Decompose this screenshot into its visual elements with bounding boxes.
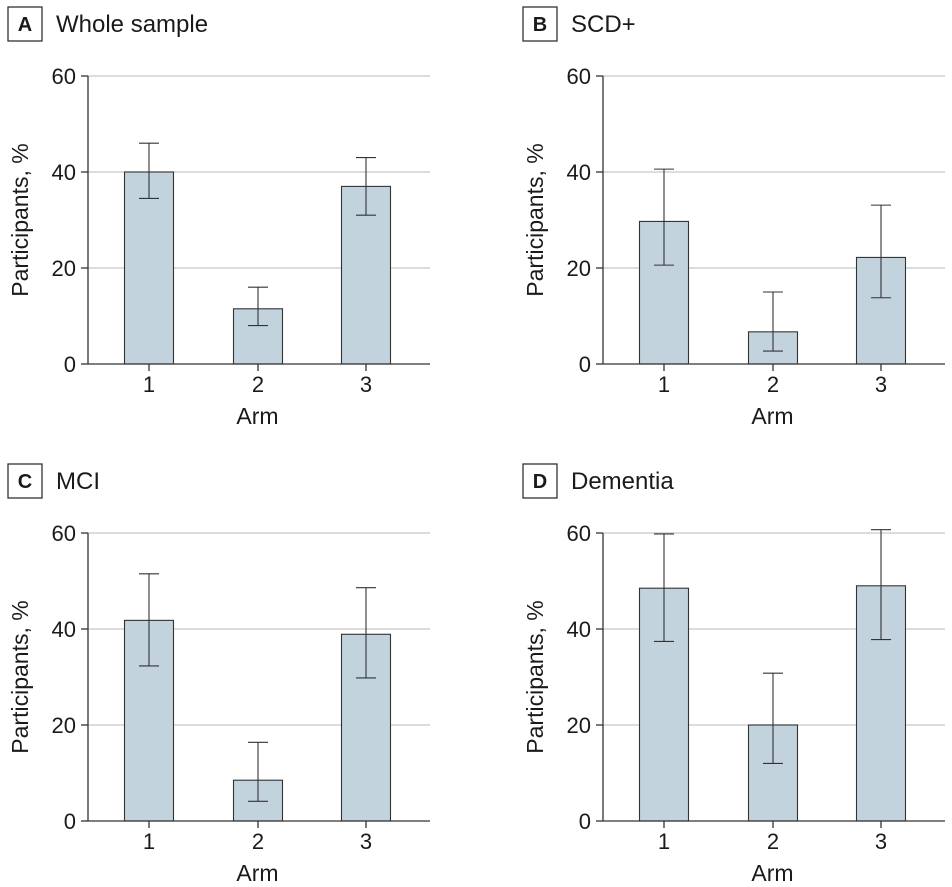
y-tick-label: 0 <box>579 352 591 377</box>
y-axis-label: Participants, % <box>7 600 33 753</box>
panel-letter-box <box>522 463 558 499</box>
x-axis-label: Arm <box>751 860 793 886</box>
x-axis-label: Arm <box>236 403 278 429</box>
x-tick-label: 3 <box>360 372 372 397</box>
panel-a: A Whole sample 0 20 40 60 1 2 3 Arm Participants, … <box>7 6 430 429</box>
bar <box>123 171 175 365</box>
y-tick-label: 0 <box>64 809 76 834</box>
x-tick-label: 1 <box>658 829 670 854</box>
x-tick-label: 2 <box>252 372 264 397</box>
y-tick-label: 60 <box>567 521 591 546</box>
y-tick-label: 40 <box>567 160 591 185</box>
y-tick-label: 20 <box>52 256 76 281</box>
panel-c: C MCI 0 20 40 60 1 2 3 Arm Participants, % <box>7 463 430 886</box>
panel-letter: A <box>18 14 32 36</box>
panel-b: B SCD+ 0 20 40 60 1 2 3 Arm Participants, % <box>522 6 945 429</box>
y-tick-label: 60 <box>52 64 76 89</box>
x-tick-label: 1 <box>143 829 155 854</box>
x-tick-label: 3 <box>875 829 887 854</box>
panel-letter: D <box>533 471 547 493</box>
panel-letter: B <box>533 14 547 36</box>
panel-letter-box <box>7 6 43 42</box>
x-axis-label: Arm <box>751 403 793 429</box>
panel-letter: C <box>18 471 32 493</box>
y-tick-label: 20 <box>567 713 591 738</box>
y-tick-label: 40 <box>52 617 76 642</box>
y-tick-label: 40 <box>52 160 76 185</box>
y-axis-label: Participants, % <box>522 143 548 296</box>
x-tick-label: 2 <box>252 829 264 854</box>
y-tick-label: 60 <box>52 521 76 546</box>
panel-letter-box <box>7 463 43 499</box>
panel-title: Dementia <box>571 468 674 495</box>
y-axis-label: Participants, % <box>7 143 33 296</box>
panel-letter-box <box>522 6 558 42</box>
y-tick-label: 20 <box>52 713 76 738</box>
y-tick-label: 60 <box>567 64 591 89</box>
x-tick-label: 3 <box>360 829 372 854</box>
x-axis-label: Arm <box>236 860 278 886</box>
panel-d: D Dementia 0 20 40 60 1 2 3 Arm Participants, % <box>522 463 945 886</box>
y-tick-label: 20 <box>567 256 591 281</box>
x-tick-label: 1 <box>658 372 670 397</box>
y-tick-label: 40 <box>567 617 591 642</box>
panel-title: Whole sample <box>56 11 208 38</box>
panel-title: SCD+ <box>571 11 636 38</box>
x-tick-label: 1 <box>143 372 155 397</box>
x-tick-label: 2 <box>767 829 779 854</box>
x-tick-label: 2 <box>767 372 779 397</box>
y-tick-label: 0 <box>64 352 76 377</box>
y-axis-label: Participants, % <box>522 600 548 753</box>
x-tick-label: 3 <box>875 372 887 397</box>
panel-title: MCI <box>56 468 100 495</box>
y-tick-label: 0 <box>579 809 591 834</box>
